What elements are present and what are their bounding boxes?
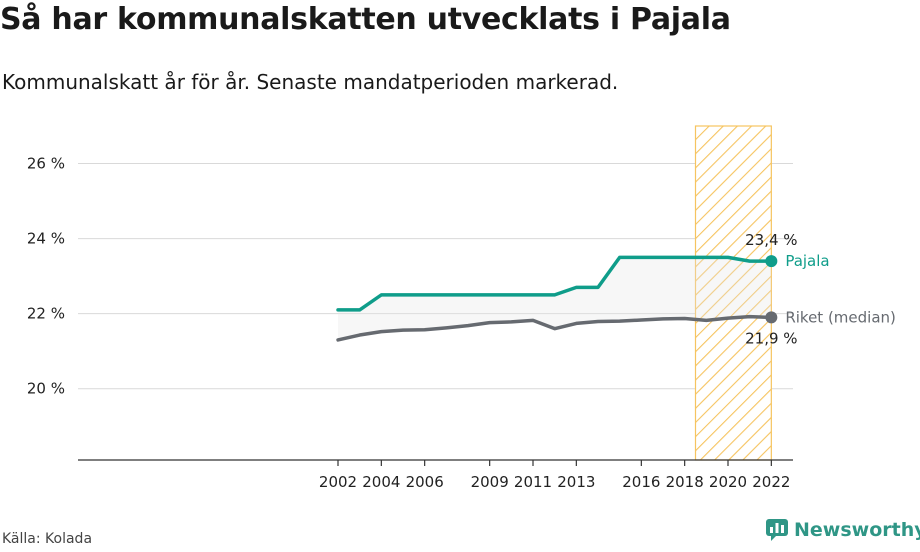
brand-logo: Newsworthy [765,518,920,542]
x-tick-label: 2011 [514,473,552,491]
y-grid: 20 % 22 % 24 % 26 % [27,155,793,398]
pajala-end-dot [765,255,778,268]
highlight-rect [694,125,772,461]
x-tick-label: 2002 [319,473,357,491]
chart-subtitle: Kommunalskatt år för år. Senaste mandatp… [2,70,619,94]
pajala-value-label: 23,4 % [745,231,797,249]
chart-title: Så har kommunalskatten utvecklats i Paja… [0,2,731,37]
pajala-line [336,255,774,312]
source-note: Källa: Kolada [2,531,93,547]
x-tick-label: 2006 [406,473,444,491]
difference-band [338,257,772,340]
riket-end-dot [765,311,778,324]
y-tick-label: 22 % [27,305,65,323]
y-tick-label: 20 % [27,380,65,398]
x-tick-label: 2004 [362,473,400,491]
pajala-name-label: Pajala [785,252,829,270]
riket-line [336,314,774,342]
difference-area [338,257,772,340]
x-tick-label: 2018 [666,473,704,491]
x-tick-label: 2016 [622,473,660,491]
brand-name: Newsworthy [794,519,920,541]
mandate-period-highlight [694,125,772,461]
x-tick-label: 2020 [709,473,747,491]
series-labels: 23,4 % Pajala Riket (median) 21,9 % [745,231,896,347]
x-tick-label: 2013 [557,473,595,491]
series-lines [336,255,778,342]
chat-chart-icon [766,519,788,541]
y-tick-label: 24 % [27,230,65,248]
riket-value-label: 21,9 % [745,329,797,347]
x-tick-label: 2022 [752,473,790,491]
riket-name-label: Riket (median) [785,308,896,326]
x-tick-label: 2009 [471,473,509,491]
y-tick-label: 26 % [27,155,65,173]
x-axis: 2002 2004 2006 2009 2011 2013 2016 2018 2020 2022 [78,459,793,491]
